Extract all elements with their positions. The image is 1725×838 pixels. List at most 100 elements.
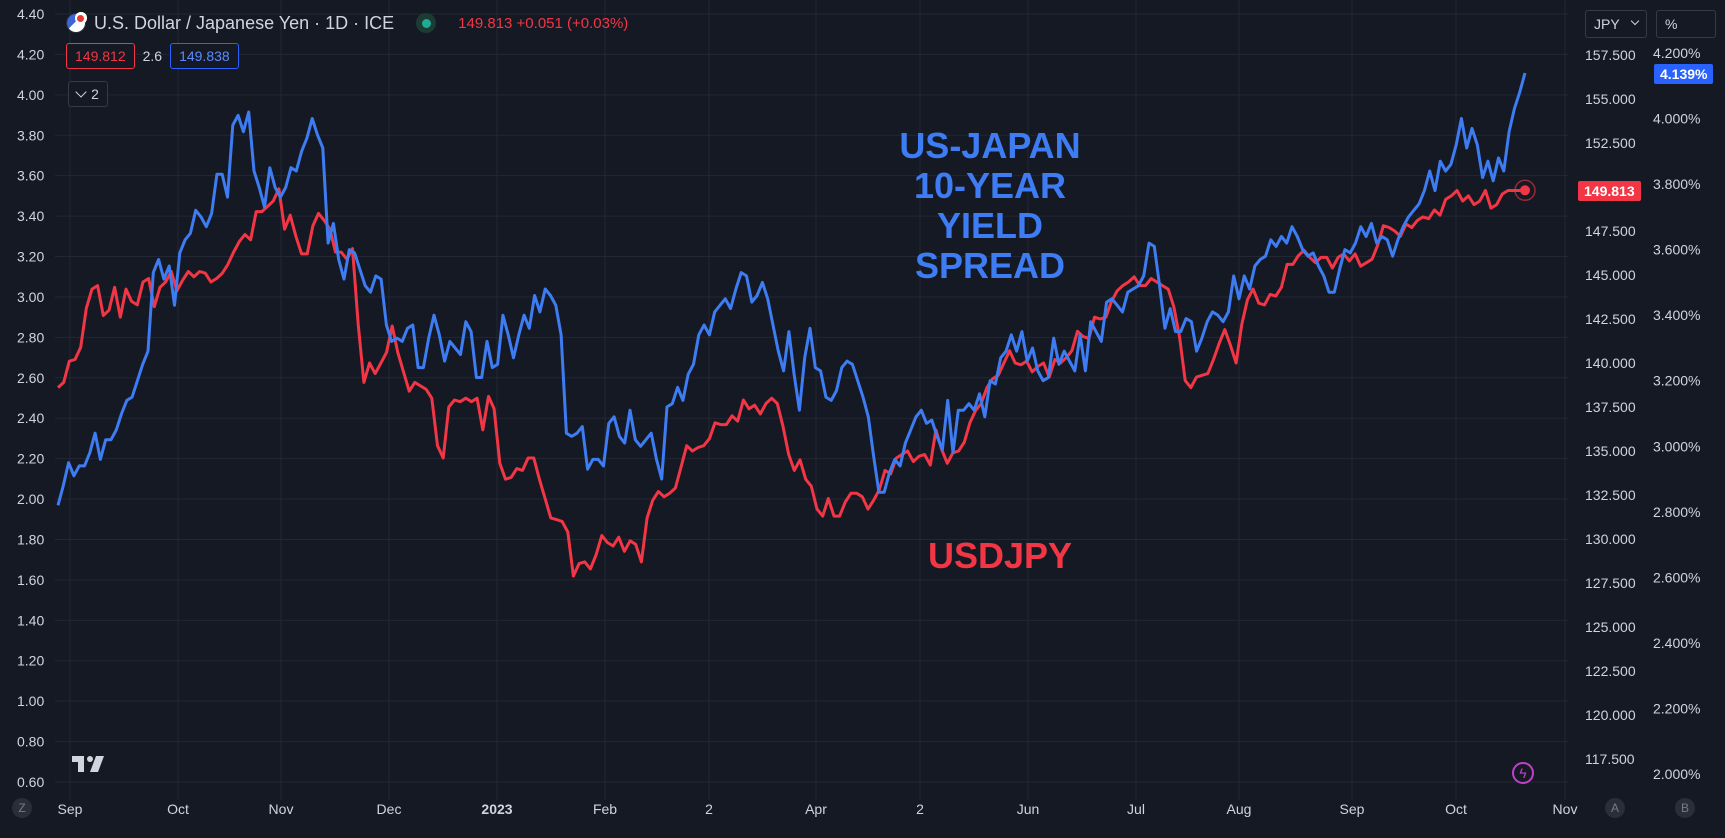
left-axis: 4.40 4.20 4.00 3.80 3.60 3.40 3.20 3.00 2.80 2.60… [17,6,44,790]
left-tick-label: 2.20 [17,451,44,467]
right-percent-axis: 4.200% 4.000% 3.800% 3.600% 3.400% 3.200% 3.00… [1653,45,1700,782]
time-tick-label: Apr [805,801,827,817]
scale-select-value: % [1665,16,1678,32]
price-tick-label: 127.500 [1585,575,1636,591]
percent-tick-label: 3.400% [1653,307,1700,323]
percent-tick-label: 3.000% [1653,438,1700,454]
price-tick-label: 142.500 [1585,311,1636,327]
price-tick-label: 137.500 [1585,399,1636,415]
currency-select-value: JPY [1594,16,1620,32]
symbol-header: U.S. Dollar / Japanese Yen · 1D · ICE 14… [66,10,628,36]
price-last-value-tag: 149.813 [1578,181,1641,201]
time-tick-label: Jul [1127,801,1145,817]
time-tick-label: 2023 [481,801,512,817]
percent-tick-label: 4.200% [1653,45,1700,61]
left-tick-label: 1.00 [17,693,44,709]
left-tick-label: 3.00 [17,289,44,305]
time-tick-label: Oct [167,801,189,817]
left-tick-label: 4.40 [17,6,44,22]
header-quote: 149.813 +0.051 (+0.03%) [458,14,629,32]
percent-tick-label: 3.800% [1653,176,1700,192]
time-tick-label: Aug [1227,801,1252,817]
auto-scale-button[interactable]: A [1605,798,1625,818]
spread-value: 2.6 [142,48,163,64]
yield-spread-series-line[interactable] [56,72,1527,506]
left-tick-label: 1.20 [17,653,44,669]
chevron-down-icon [75,86,87,98]
us-japan-flag-icon [66,12,87,33]
sell-price-button[interactable]: 149.812 [66,43,135,69]
price-tick-label: 155.000 [1585,91,1636,107]
spread-annotation[interactable]: US-JAPAN 10-YEAR YIELD SPREAD [865,126,1115,286]
usdjpy-annotation[interactable]: USDJPY [927,535,1073,576]
percent-tick-label: 2.000% [1653,766,1700,782]
percent-tick-label: 2.800% [1653,504,1700,520]
percent-tick-label: 2.200% [1653,700,1700,716]
bid-ask-panel: 149.812 2.6 149.838 [66,43,239,69]
left-tick-label: 2.00 [17,491,44,507]
left-tick-label: 4.00 [17,87,44,103]
price-tick-label: 120.000 [1585,707,1636,723]
percent-tick-label: 3.200% [1653,373,1700,389]
time-tick-label: Dec [377,801,402,817]
indicators-collapse-button[interactable]: 2 [68,81,108,107]
price-tick-label: 145.000 [1585,267,1636,283]
left-tick-label: 4.20 [17,46,44,62]
scale-select[interactable]: % [1656,10,1716,38]
spread-annotation-line: SPREAD [914,245,1066,286]
left-tick-label: 1.40 [17,612,44,628]
time-axis: Sep Oct Nov Dec 2023 Feb 2 Apr 2 Jun Jul Aug Sep Oct N… [58,801,1578,817]
time-tick-label: Nov [269,801,294,817]
left-tick-label: 3.40 [17,208,44,224]
percent-tick-label: 2.600% [1653,569,1700,585]
time-tick-label: Jun [1017,801,1040,817]
percent-tick-label: 3.600% [1653,242,1700,258]
symbol-title[interactable]: U.S. Dollar / Japanese Yen · 1D · ICE [94,12,395,33]
lightning-icon[interactable]: ϟ [1512,762,1534,784]
b-scale-button[interactable]: B [1675,798,1695,818]
percent-tick-label: 4.000% [1653,111,1700,127]
last-price-halo [1514,179,1536,202]
buy-price-button[interactable]: 149.838 [170,43,239,69]
price-tick-label: 135.000 [1585,443,1636,459]
left-tick-label: 0.80 [17,734,44,750]
left-tick-label: 1.60 [17,572,44,588]
time-tick-label: 2 [705,801,713,817]
left-tick-label: 1.80 [17,531,44,547]
time-tick-label: 2 [916,801,924,817]
time-tick-label: Nov [1553,801,1578,817]
left-tick-label: 3.80 [17,127,44,143]
right-price-axis: 157.500155.000152.500150.000147.500145.0… [1585,47,1636,767]
price-tick-label: 152.500 [1585,135,1636,151]
last-price-marker [1514,179,1536,202]
price-tick-label: 117.500 [1585,751,1635,767]
tradingview-logo-icon[interactable] [70,754,110,774]
price-tick-label: 130.000 [1585,531,1636,547]
percent-tick-label: 2.400% [1653,635,1700,651]
currency-select[interactable]: JPY [1585,10,1647,38]
last-price-dot [1520,185,1530,196]
time-tick-label: Sep [58,801,83,817]
price-tick-label: 157.500 [1585,47,1636,63]
price-tick-label: 140.000 [1585,355,1636,371]
time-tick-label: Feb [593,801,617,817]
left-tick-label: 3.60 [17,168,44,184]
left-tick-label: 2.40 [17,410,44,426]
price-tick-label: 125.000 [1585,619,1636,635]
price-tick-label: 132.500 [1585,487,1636,503]
yield-last-value-tag: 4.139% [1654,64,1714,84]
left-tick-label: 3.20 [17,249,44,265]
spread-annotation-line: YIELD [936,205,1043,246]
usdjpy-series-line[interactable] [56,187,1526,578]
market-status-icon[interactable] [416,13,437,33]
zoom-corner-button[interactable]: Z [12,798,32,818]
left-tick-label: 2.80 [17,329,44,345]
indicator-count: 2 [91,86,99,102]
price-tick-label: 122.500 [1585,663,1636,679]
time-tick-label: Oct [1445,801,1467,817]
chart-grid [55,0,1568,800]
price-tick-label: 147.500 [1585,223,1636,239]
chevron-down-icon [1630,16,1640,26]
series-group [56,72,1527,578]
